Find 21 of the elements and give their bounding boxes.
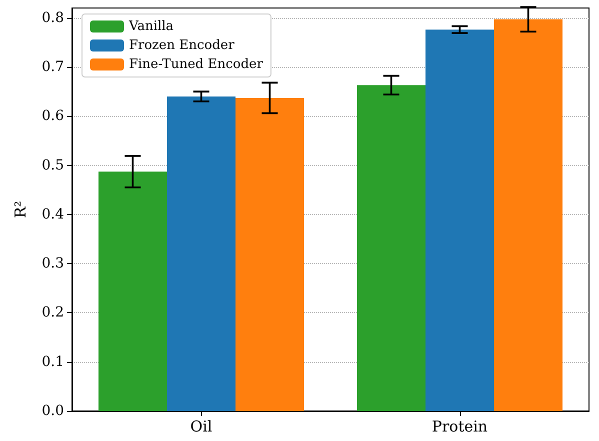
y-tick-label: 0.8	[42, 10, 64, 26]
legend-label: Fine-Tuned Encoder	[129, 57, 264, 72]
y-axis-title: R²	[12, 200, 30, 218]
y-tick-label: 0.4	[42, 206, 64, 222]
legend-label: Vanilla	[128, 19, 174, 34]
bar	[167, 96, 236, 411]
x-tick-label: Oil	[190, 418, 212, 436]
y-tick-label: 0.1	[42, 354, 64, 370]
y-tick-label: 0.5	[42, 157, 64, 174]
y-tick-label: 0.7	[42, 58, 64, 75]
legend-label: Frozen Encoder	[129, 38, 236, 53]
y-tick-label: 0.0	[42, 403, 64, 419]
bar	[356, 85, 426, 411]
y-tick-label: 0.6	[42, 108, 64, 124]
bar	[98, 172, 167, 411]
bar	[236, 98, 304, 411]
x-tick-label: Protein	[432, 418, 488, 436]
bar	[426, 30, 494, 411]
y-tick-label: 0.3	[42, 256, 64, 272]
y-tick-label: 0.2	[42, 304, 64, 321]
bar	[494, 19, 563, 411]
